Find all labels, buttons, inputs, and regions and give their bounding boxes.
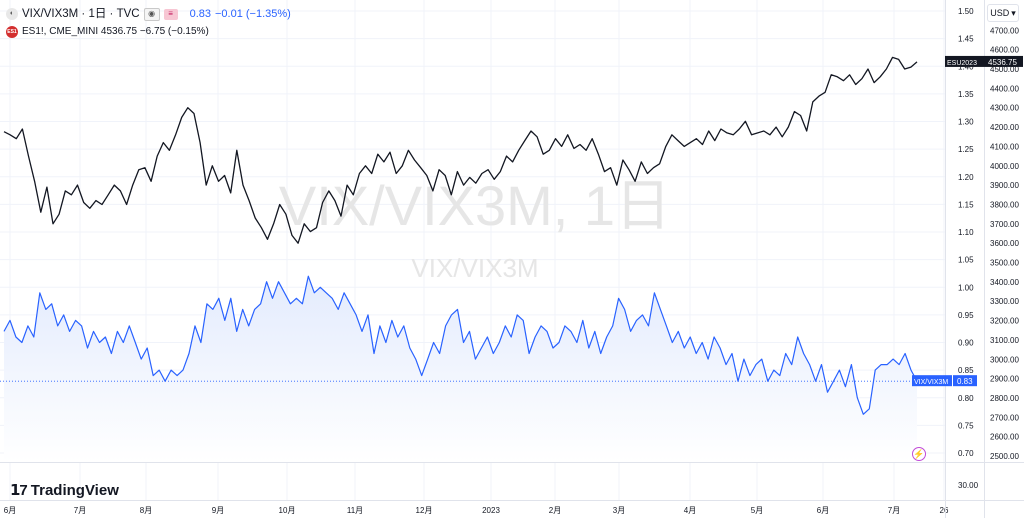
es-contract-label: ESU2023 [947, 60, 977, 67]
ratio-tick-label: 1.00 [958, 283, 974, 292]
es-tick-label: 4000.00 [990, 162, 1019, 171]
es-tick-label: 4300.00 [990, 104, 1019, 113]
x-tick-label: 8月 [140, 506, 152, 515]
es-tick-label: 3100.00 [990, 336, 1019, 345]
ratio-tick-label: 1.10 [958, 228, 974, 237]
x-tick-label: 10月 [279, 506, 296, 515]
es-tick-label: 4700.00 [990, 26, 1019, 35]
watermark-title: VIX/VIX3M, 1日 [279, 174, 671, 237]
es-tick-label: 3000.00 [990, 355, 1019, 364]
x-tick-label: 3月 [613, 506, 625, 515]
es-tick-label: 4100.00 [990, 142, 1019, 151]
es-badge-icon: ES1 [6, 26, 18, 38]
x-tick-label: 9月 [212, 506, 224, 515]
lightning-icon[interactable]: ⚡ [912, 447, 926, 461]
es-tick-label: 3800.00 [990, 200, 1019, 209]
vix-series-label: VIX/VIX3M [914, 379, 948, 386]
vix-price-label: 0.83 [957, 377, 973, 386]
symbol-icon: ◐ [6, 8, 18, 20]
x-tick-label: 6月 [817, 506, 829, 515]
es-tick-label: 2700.00 [990, 413, 1019, 422]
x-tick-label: 12月 [416, 506, 433, 515]
x-tick-label: 7月 [74, 506, 86, 515]
main-symbol-title[interactable]: VIX/VIX3M · 1日 · TVC [22, 8, 140, 20]
ratio-tick-label: 1.15 [958, 200, 974, 209]
es-tick-label: 4400.00 [990, 84, 1019, 93]
es-price-label: 4536.75 [988, 58, 1017, 67]
x-tick-label: 6月 [4, 506, 16, 515]
main-change: −0.01 (−1.35%) [215, 8, 291, 20]
ratio-tick-label: 1.45 [958, 35, 974, 44]
es-tick-label: 2900.00 [990, 375, 1019, 384]
es-tick-label: 4500.00 [990, 65, 1019, 74]
es-tick-label: 4600.00 [990, 46, 1019, 55]
ratio-tick-label: 1.05 [958, 256, 974, 265]
tradingview-mark-icon: 𝟭7 [10, 482, 28, 499]
ratio-tick-label: 1.35 [958, 90, 974, 99]
es-tick-label: 2600.00 [990, 433, 1019, 442]
es-tick-label: 3600.00 [990, 239, 1019, 248]
x-tick-label: 4月 [684, 506, 696, 515]
x-tick-label: 5月 [751, 506, 763, 515]
legend-compare-row[interactable]: ES1 ES1!, CME_MINI 4536.75 −6.75 (−0.15%… [6, 23, 291, 41]
es-tick-label: 3700.00 [990, 220, 1019, 229]
ratio-tick-label: 1.25 [958, 145, 974, 154]
ratio-tick-label: 0.95 [958, 311, 974, 320]
tradingview-wordmark: TradingView [30, 481, 119, 499]
eye-icon[interactable]: ◉ [143, 7, 160, 21]
tradingview-logo[interactable]: 𝟭7 TradingView [10, 481, 119, 500]
chevron-down-icon: ▾ [1011, 7, 1016, 18]
vix-series-label-box [912, 375, 952, 387]
ratio-tick-label: 0.75 [958, 421, 974, 430]
ratio-tick-label: 0.70 [958, 449, 974, 458]
ratio-tick-label: 1.30 [958, 118, 974, 127]
ratio-tick-label: 1.20 [958, 173, 974, 182]
es-tick-label: 3300.00 [990, 297, 1019, 306]
legend: ◐ VIX/VIX3M · 1日 · TVC ◉ ≡ 0.83 −0.01 (−… [6, 5, 291, 41]
es-tick-label: 2800.00 [990, 394, 1019, 403]
x-tick-label: 26 [940, 506, 949, 515]
compare-toggle-icon[interactable]: ≡ [163, 8, 178, 20]
x-tick-label: 11月 [347, 506, 363, 515]
ratio-tick-label: 1.50 [958, 7, 974, 16]
ratio-tick-label: 0.80 [958, 394, 974, 403]
currency-label: USD [990, 8, 1010, 18]
vix-area-fill [4, 276, 917, 462]
es-tick-label: 3200.00 [990, 317, 1019, 326]
vix-price-label-box [953, 375, 977, 387]
es-tick-label: 3500.00 [990, 259, 1019, 268]
lower-pane-tick-label: 30.00 [958, 481, 979, 490]
es-tick-label: 4200.00 [990, 123, 1019, 132]
currency-selector[interactable]: USD ▾ [987, 4, 1019, 22]
es-tick-label: 3900.00 [990, 181, 1019, 190]
ratio-tick-label: 0.90 [958, 339, 974, 348]
compare-series-text[interactable]: ES1!, CME_MINI 4536.75 −6.75 (−0.15%) [22, 26, 209, 37]
es-series-line[interactable] [3, 56, 918, 244]
es-price-label-box [985, 55, 1023, 67]
es-contract-label-box [945, 55, 985, 67]
es-tick-label: 3400.00 [990, 278, 1019, 287]
vix-series-line[interactable] [3, 275, 918, 415]
legend-main-row[interactable]: ◐ VIX/VIX3M · 1日 · TVC ◉ ≡ 0.83 −0.01 (−… [6, 5, 291, 23]
x-tick-label: 2023 [482, 506, 500, 515]
es-tick-label: 2500.00 [990, 452, 1019, 461]
x-tick-label: 2月 [549, 506, 561, 515]
watermark-subtitle: VIX/VIX3M [411, 253, 538, 283]
x-tick-label: 7月 [888, 506, 900, 515]
ratio-tick-label: 0.85 [958, 366, 974, 375]
main-price: 0.83 [189, 8, 211, 20]
